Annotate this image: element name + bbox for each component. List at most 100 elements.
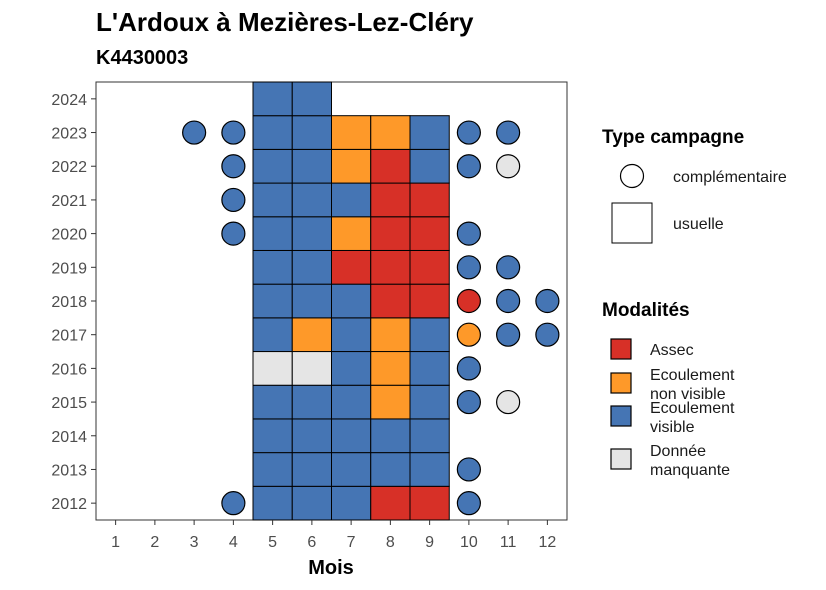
- tile-2018-6: [291, 283, 332, 319]
- x-tick-label: 7: [347, 534, 356, 551]
- tile-2014-9: [409, 418, 450, 454]
- tile-2016-9: [409, 351, 450, 386]
- tile-2019-9: [409, 249, 450, 285]
- point-2018-10: [456, 288, 481, 314]
- tile-2023-9: [409, 115, 450, 150]
- point-2017-10: [456, 322, 481, 347]
- tile-2019-8: [370, 249, 411, 285]
- tile-2016-5: [252, 351, 293, 386]
- legend-key-assec: [610, 338, 632, 360]
- y-axis: 2012 2013 2014 2015 2016 2017 2018 2019 2020 2021…: [51, 92, 96, 513]
- tile-2012-7: [331, 485, 372, 521]
- y-tick-label: 2018: [51, 294, 87, 311]
- tile-2012-8: [370, 485, 411, 521]
- legend-label-nonvisible: non visible: [650, 386, 726, 403]
- legend-label-assec: Assec: [650, 342, 694, 359]
- legend-color-title: Modalités: [602, 300, 690, 321]
- tile-2023-5: [252, 115, 293, 150]
- legend-label-manquante: manquante: [650, 462, 730, 479]
- x-tick-label: 4: [229, 534, 238, 551]
- tile-2020-8: [370, 216, 411, 251]
- point-2022-11: [496, 154, 521, 179]
- legend-label-circle: complémentaire: [673, 169, 787, 186]
- tile-2020-5: [252, 216, 293, 251]
- point-2017-11: [496, 322, 521, 347]
- tile-2014-6: [291, 418, 332, 454]
- tile-2012-5: [252, 485, 293, 521]
- tile-2016-8: [370, 351, 411, 386]
- tile-2017-9: [409, 317, 450, 353]
- tile-2016-7: [331, 351, 372, 386]
- point-2018-11: [496, 288, 521, 314]
- point-2012-10: [456, 491, 481, 516]
- legend-key-circle: [619, 163, 645, 189]
- y-tick-label: 2022: [51, 159, 87, 176]
- tile-2022-5: [252, 148, 293, 184]
- tile-2013-5: [252, 452, 293, 487]
- tile-2022-6: [291, 148, 332, 184]
- point-2021-4: [221, 187, 246, 213]
- x-tick-label: 1: [111, 534, 120, 551]
- tile-2022-8: [370, 148, 411, 184]
- y-tick-label: 2019: [51, 260, 87, 277]
- tile-2018-8: [370, 283, 411, 319]
- legend-shape: complémentaire usuelle: [611, 163, 787, 244]
- x-axis: 1 2 3 4 5 6 7 8 9 10 11 12: [111, 520, 556, 551]
- legend-key-manquante: [610, 448, 632, 470]
- point-2020-4: [221, 221, 246, 246]
- point-2013-10: [456, 457, 481, 482]
- x-tick-label: 12: [538, 534, 556, 551]
- tile-2012-9: [409, 485, 450, 521]
- point-2023-11: [496, 120, 521, 145]
- tile-2021-5: [252, 182, 293, 218]
- point-2019-11: [496, 255, 521, 280]
- point-2023-10: [456, 120, 481, 145]
- point-2015-11: [496, 389, 521, 415]
- tile-2017-8: [370, 317, 411, 353]
- point-2017-12: [535, 322, 560, 347]
- legend-label-square: usuelle: [673, 216, 724, 233]
- tile-2023-6: [291, 115, 332, 150]
- tile-2019-5: [252, 249, 293, 285]
- tile-2020-6: [291, 216, 332, 251]
- tile-2018-9: [409, 283, 450, 319]
- legend-label-nonvisible: Ecoulement: [650, 367, 735, 384]
- y-tick-label: 2023: [51, 126, 87, 143]
- tile-2015-9: [409, 384, 450, 420]
- tile-2018-7: [331, 283, 372, 319]
- tile-2012-6: [291, 485, 332, 521]
- point-2018-12: [535, 288, 560, 314]
- tile-2014-5: [252, 418, 293, 454]
- tile-2020-7: [331, 216, 372, 251]
- tile-2022-9: [409, 148, 450, 184]
- tile-2021-7: [331, 182, 372, 218]
- y-tick-label: 2012: [51, 496, 87, 513]
- tile-2019-6: [291, 249, 332, 285]
- legend-key-square: [611, 202, 653, 244]
- y-tick-label: 2016: [51, 361, 87, 378]
- y-tick-label: 2024: [51, 92, 87, 109]
- y-tick-label: 2017: [51, 328, 87, 345]
- tile-2017-7: [331, 317, 372, 353]
- x-tick-label: 5: [268, 534, 277, 551]
- y-tick-label: 2015: [51, 395, 87, 412]
- point-2023-4: [221, 120, 246, 145]
- point-2020-10: [456, 221, 481, 246]
- tile-2013-8: [370, 452, 411, 487]
- chart-marks: [182, 81, 560, 521]
- point-2023-3: [182, 120, 207, 145]
- tile-2014-8: [370, 418, 411, 454]
- tile-2021-6: [291, 182, 332, 218]
- tile-2017-5: [252, 317, 293, 353]
- point-2019-10: [456, 255, 481, 280]
- x-tick-label: 3: [190, 534, 199, 551]
- y-tick-label: 2020: [51, 227, 87, 244]
- point-2016-10: [456, 356, 481, 381]
- legend-shape-title: Type campagne: [602, 127, 744, 148]
- chart-title: L'Ardoux à Mezières-Lez-Cléry: [96, 7, 474, 37]
- tile-2023-8: [370, 115, 411, 150]
- tile-2013-9: [409, 452, 450, 487]
- tile-2014-7: [331, 418, 372, 454]
